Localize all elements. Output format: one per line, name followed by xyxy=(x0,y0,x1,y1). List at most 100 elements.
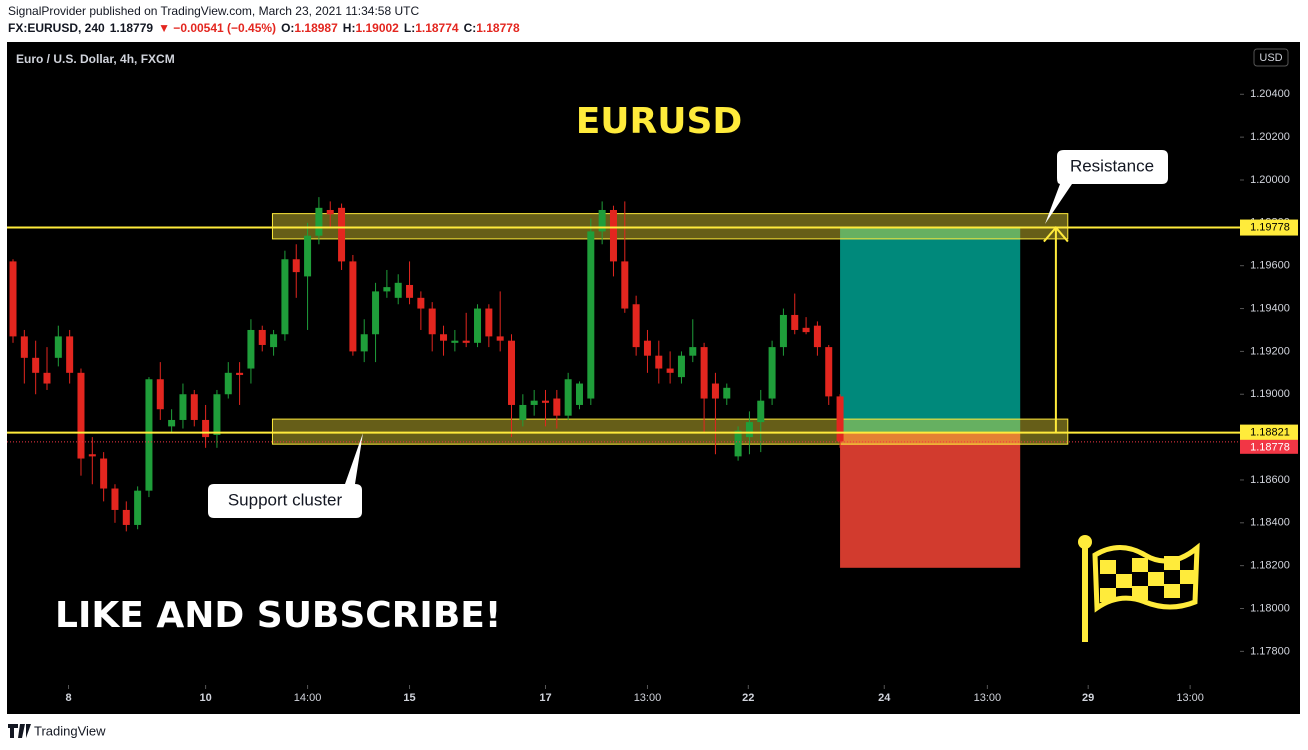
flag-outline xyxy=(1092,542,1200,613)
x-tick-label: 10 xyxy=(199,692,211,704)
candle-body xyxy=(88,454,96,457)
candle-body xyxy=(609,209,617,262)
quote-part: O: xyxy=(281,21,294,35)
last-price-bg xyxy=(1240,439,1298,454)
quote-part: 1.18987 xyxy=(294,21,338,35)
quote-part: 1.18779 xyxy=(110,21,154,35)
candle-body xyxy=(213,394,221,435)
symbol-description: Euro / U.S. Dollar, 4h, FXCM xyxy=(16,52,175,66)
candle-body xyxy=(304,235,312,277)
candle-body xyxy=(168,419,176,427)
chart-title: EURUSD xyxy=(576,101,743,142)
y-tick-label: 1.19600 xyxy=(1250,260,1290,272)
profit-zone xyxy=(840,227,1021,433)
y-tick-label: 1.18000 xyxy=(1250,602,1290,614)
candle-body xyxy=(292,259,300,273)
loss-zone xyxy=(840,432,1021,568)
candle-body xyxy=(643,340,651,356)
candle-body xyxy=(825,347,833,397)
quote-part: 1.19002 xyxy=(355,21,399,35)
candle-body xyxy=(9,261,17,337)
candle-body xyxy=(757,400,765,423)
candle-body xyxy=(372,291,380,335)
candle-body xyxy=(575,383,583,405)
candle-body xyxy=(394,282,402,298)
candle-body xyxy=(496,336,504,341)
candle-body xyxy=(711,383,719,399)
level-label: 1.19778 xyxy=(1250,221,1290,233)
price-zone xyxy=(271,213,1069,240)
x-tick-label: 13:00 xyxy=(974,692,1002,704)
candle-body xyxy=(360,334,368,352)
candle-body xyxy=(689,347,697,356)
call-to-action: LIKE AND SUBSCRIBE! xyxy=(55,595,501,636)
resistance-callout: Resistance xyxy=(1045,150,1168,224)
arrow-head xyxy=(1043,226,1069,243)
candle-body xyxy=(836,396,844,442)
candle-body xyxy=(655,355,663,369)
x-tick-label: 22 xyxy=(742,692,754,704)
candle-body xyxy=(338,207,346,262)
y-tick-label: 1.19000 xyxy=(1250,388,1290,400)
candle-body xyxy=(666,368,674,373)
candle-body xyxy=(485,308,493,337)
y-tick-label: 1.18200 xyxy=(1250,560,1290,572)
candle-body xyxy=(326,209,334,215)
last-price-label: 1.18778 xyxy=(1250,442,1290,454)
candle-body xyxy=(66,336,74,373)
candle-body xyxy=(202,419,210,438)
brand-name[interactable]: TradingView xyxy=(34,723,106,738)
candle-body xyxy=(145,379,153,491)
y-tick-label: 1.20200 xyxy=(1250,131,1290,143)
candle-body xyxy=(541,400,549,403)
candle-body xyxy=(587,231,595,399)
candle-body xyxy=(281,259,289,335)
candle-body xyxy=(451,340,459,343)
candle-body xyxy=(417,297,425,309)
candle-body xyxy=(111,488,119,510)
candle-body xyxy=(32,357,40,373)
quote-line: FX:EURUSD, 240 1.18779 ▼ −0.00541 (−0.45%)… xyxy=(8,21,520,35)
candle-body xyxy=(519,404,527,420)
y-tick-label: 1.19400 xyxy=(1250,302,1290,314)
candle-body xyxy=(598,209,606,232)
candle-body xyxy=(779,314,787,348)
footer-bar xyxy=(0,714,1308,750)
y-tick-label: 1.20000 xyxy=(1250,174,1290,186)
quote-part: ▼ −0.00541 (−0.45%) xyxy=(158,21,276,35)
quote-part: L: xyxy=(404,21,415,35)
currency-button[interactable] xyxy=(1253,48,1289,67)
candle-body xyxy=(54,336,62,358)
level-label-bg xyxy=(1240,219,1298,236)
candle-body xyxy=(236,372,244,375)
candle-body xyxy=(428,308,436,335)
candle-body xyxy=(734,430,742,457)
flag-checks xyxy=(1100,556,1194,602)
candle-body xyxy=(632,304,640,348)
currency-label: USD xyxy=(1259,52,1282,64)
callout-text: Resistance xyxy=(1070,156,1154,175)
candle-body xyxy=(122,509,130,525)
candle-body xyxy=(349,261,357,352)
quote-part: 1.18778 xyxy=(476,21,520,35)
candle-body xyxy=(43,372,51,384)
flag-pole xyxy=(1082,542,1088,642)
candle-body xyxy=(791,314,799,330)
plot-area xyxy=(9,197,1069,568)
brand-logo xyxy=(8,724,31,738)
candle-body xyxy=(20,336,28,358)
x-tick-label: 8 xyxy=(65,692,71,704)
candle-body xyxy=(406,284,414,298)
candle-body xyxy=(270,334,278,348)
callout-box xyxy=(208,433,363,518)
x-tick-label: 13:00 xyxy=(634,692,662,704)
callout-text: Support cluster xyxy=(228,490,343,509)
candle-body xyxy=(77,372,85,459)
candle-body xyxy=(745,422,753,438)
candle-body xyxy=(802,327,810,333)
candle-body xyxy=(462,340,470,343)
candle-body xyxy=(190,394,198,420)
candle-body xyxy=(383,287,391,292)
quote-part: C: xyxy=(464,21,477,35)
